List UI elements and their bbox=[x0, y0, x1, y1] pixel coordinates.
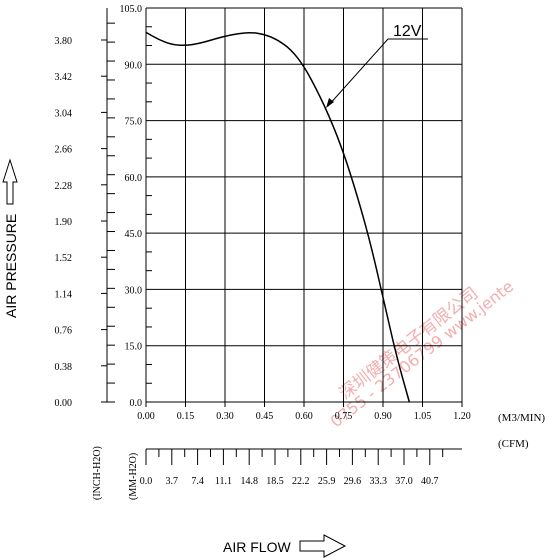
inch-axis-label: 0.38 bbox=[55, 362, 73, 373]
x-tick-label: 0.00 bbox=[137, 411, 155, 422]
cfm-tick-label: 25.9 bbox=[318, 476, 336, 487]
series-layer: 12V bbox=[145, 23, 428, 403]
grid bbox=[145, 7, 463, 403]
x-axis-arrow-icon bbox=[299, 534, 347, 558]
y-tick-label: 15.0 bbox=[125, 342, 143, 353]
y-tick-label: 0.0 bbox=[130, 398, 143, 409]
cfm-tick-label: 37.0 bbox=[395, 476, 413, 487]
x-tick-label: 0.60 bbox=[295, 411, 313, 422]
y-tick-label: 90.0 bbox=[125, 60, 143, 71]
y-tick-label: 60.0 bbox=[125, 173, 143, 184]
inch-axis-label: 3.04 bbox=[55, 108, 73, 119]
y-tick-label: 105.0 bbox=[120, 4, 143, 15]
x-tick-label: 1.05 bbox=[414, 411, 432, 422]
series-12v-leader bbox=[327, 38, 389, 107]
inch-axis-label: 1.14 bbox=[55, 289, 73, 300]
axes: 0.00 0.15 0.30 0.45 0.60 0.75 0.90 1.05 1.20 0.0 1… bbox=[55, 4, 471, 487]
cfm-axis-unit-label: (CFM) bbox=[498, 438, 529, 450]
x-tick-label: 0.45 bbox=[256, 411, 274, 422]
y-tick-label: 75.0 bbox=[125, 117, 143, 128]
cfm-tick-label: 14.8 bbox=[240, 476, 258, 487]
y-axis-title: AIR PRESSURE bbox=[3, 214, 19, 318]
series-12v-line bbox=[145, 31, 411, 403]
cfm-tick-label: 11.1 bbox=[215, 476, 232, 487]
series-12v-leader-arrowhead bbox=[326, 98, 334, 108]
y-tick-label: 30.0 bbox=[125, 285, 143, 296]
x-tick-label: 0.30 bbox=[216, 411, 234, 422]
x-tick-label: 0.90 bbox=[374, 411, 392, 422]
cfm-tick-label: 18.5 bbox=[266, 476, 284, 487]
cfm-tick-label: 3.7 bbox=[166, 476, 179, 487]
series-12v-label: 12V bbox=[393, 23, 422, 40]
cfm-tick-label: 40.7 bbox=[421, 476, 439, 487]
x-axis-unit-label: (M3/MIN) bbox=[498, 412, 545, 424]
x-axis-title: AIR FLOW bbox=[223, 539, 291, 555]
cfm-tick-label: 33.3 bbox=[369, 476, 387, 487]
inch-axis-label: 1.90 bbox=[55, 217, 73, 228]
inch-axis-label: 1.52 bbox=[55, 253, 73, 264]
y-axis-arrow-icon bbox=[2, 158, 18, 205]
x-tick-label: 0.75 bbox=[335, 411, 353, 422]
inch-axis-label: 0.00 bbox=[55, 398, 73, 409]
cfm-tick-label: 7.4 bbox=[191, 476, 204, 487]
cfm-tick-label: 22.2 bbox=[292, 476, 310, 487]
inch-h2o-unit-label: (INCH-H2O) bbox=[92, 446, 103, 500]
inch-axis-label: 0.76 bbox=[55, 326, 73, 337]
x-tick-label: 1.20 bbox=[453, 411, 471, 422]
x-tick-label: 0.15 bbox=[177, 411, 195, 422]
cfm-tick-label: 0.0 bbox=[140, 476, 153, 487]
inch-axis-label: 2.28 bbox=[55, 181, 73, 192]
y-tick-label: 45.0 bbox=[125, 229, 143, 240]
cfm-tick-label: 29.6 bbox=[344, 476, 362, 487]
inch-axis-label: 3.80 bbox=[55, 36, 73, 47]
inch-axis-label: 2.66 bbox=[55, 145, 73, 156]
mm-h2o-unit-label: (MM-H2O) bbox=[128, 453, 139, 500]
inch-axis-label: 3.42 bbox=[55, 72, 73, 83]
